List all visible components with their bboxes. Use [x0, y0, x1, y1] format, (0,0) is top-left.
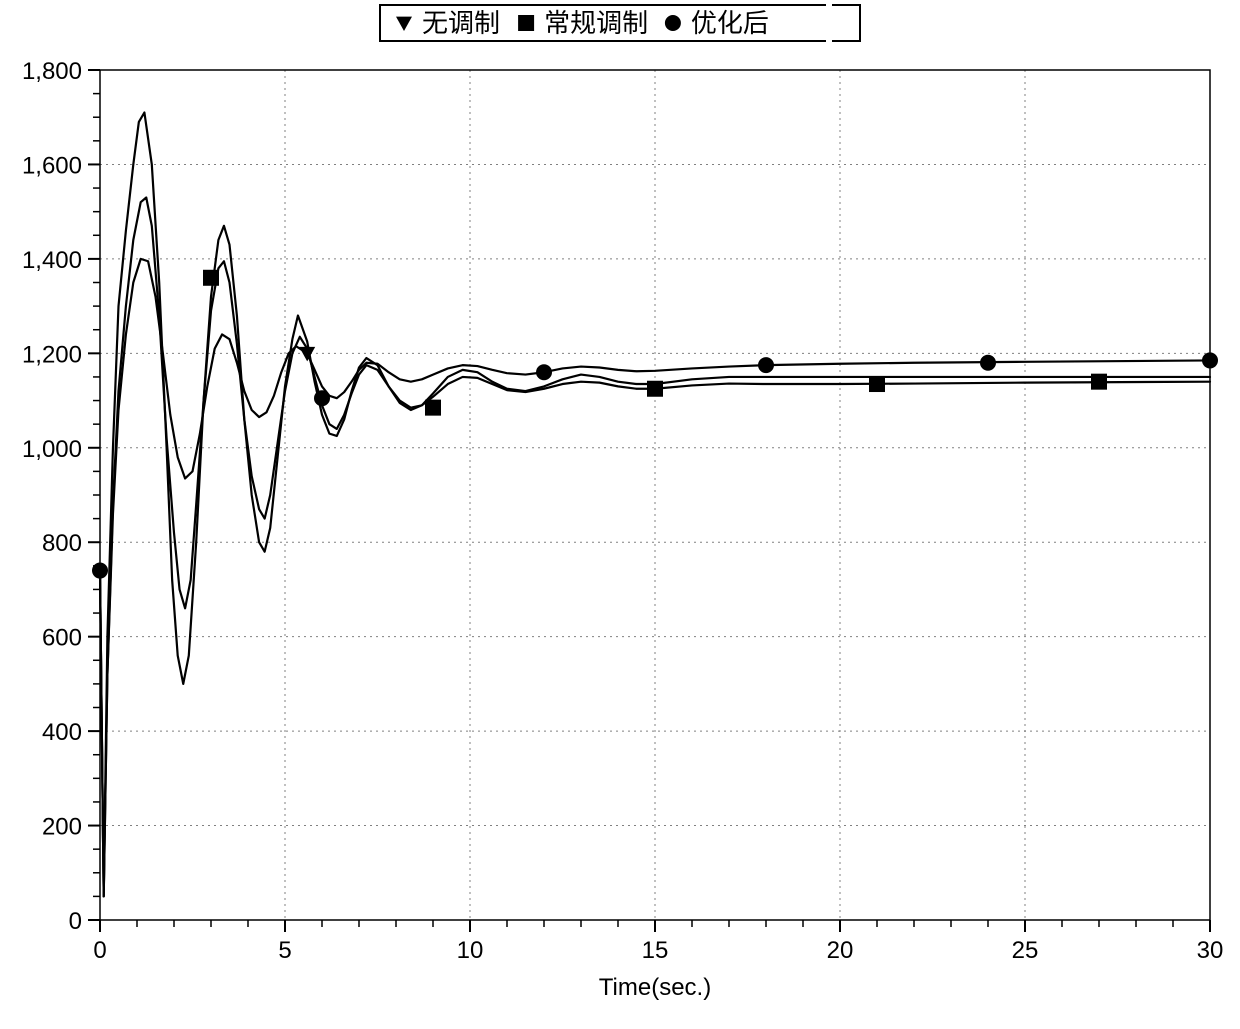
legend-item-0: 无调制	[422, 8, 500, 38]
y-tick-label: 0	[69, 908, 82, 935]
legend-item-2: 优化后	[691, 8, 769, 38]
y-tick-label: 1,400	[22, 247, 82, 274]
y-tick-label: 400	[42, 719, 82, 746]
legend-item-1: 常规调制	[544, 8, 648, 38]
y-tick-label: 1,600	[22, 152, 82, 179]
x-tick-label: 10	[457, 937, 484, 964]
x-tick-label: 5	[278, 937, 291, 964]
chart-container: 0 200 400 600 800 1,000 1,200 1,400 1,600 1,800 0 5…	[0, 0, 1240, 1029]
legend: 无调制 常规调制 优化后	[380, 4, 860, 42]
x-tick-label: 20	[827, 937, 854, 964]
y-tick-label: 1,000	[22, 436, 82, 463]
y-tick-label: 600	[42, 625, 82, 652]
x-tick-label: 15	[642, 937, 669, 964]
chart-svg: 0 200 400 600 800 1,000 1,200 1,400 1,600 1,800 0 5…	[0, 0, 1240, 1029]
y-tick-label: 1,800	[22, 58, 82, 85]
x-tick-label: 30	[1197, 937, 1224, 964]
y-tick-label: 1,200	[22, 341, 82, 368]
y-tick-label: 800	[42, 530, 82, 557]
x-tick-label: 25	[1012, 937, 1039, 964]
y-tick-label: 200	[42, 814, 82, 841]
x-axis-label: Time(sec.)	[599, 974, 711, 1001]
x-tick-label: 0	[93, 937, 106, 964]
